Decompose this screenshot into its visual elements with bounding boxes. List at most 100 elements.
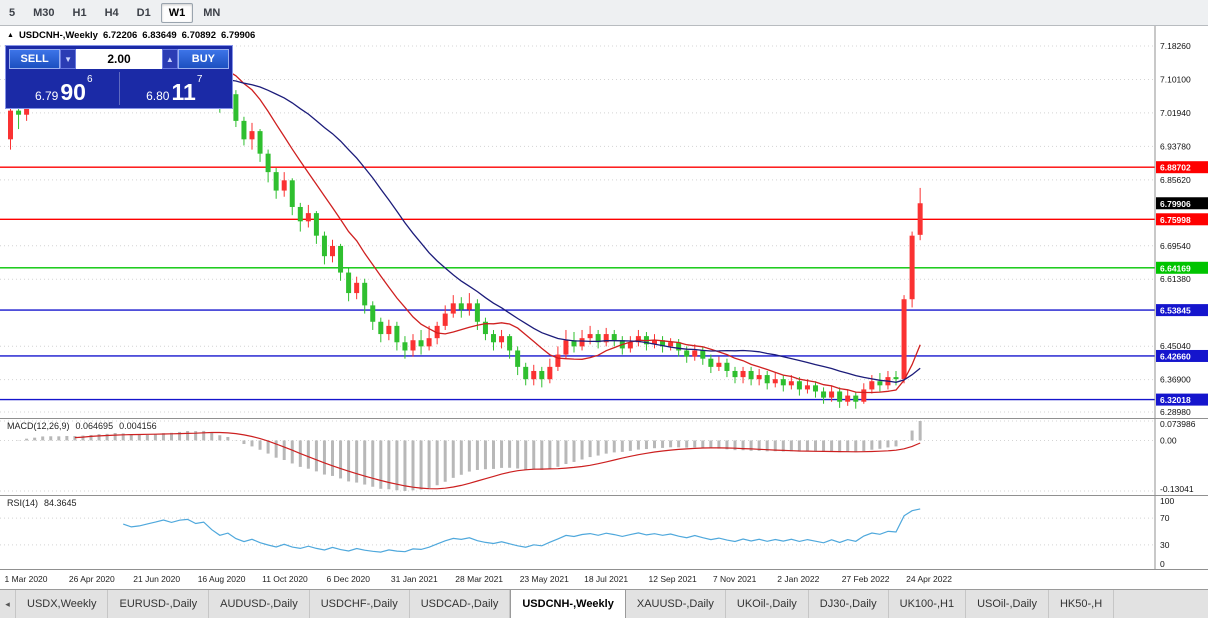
timeframe-toolbar: 5 M30 H1 H4 D1 W1 MN bbox=[0, 0, 1208, 26]
x-axis-label: 1 Mar 2020 bbox=[4, 574, 48, 584]
x-axis-label: 26 Apr 2020 bbox=[68, 574, 115, 584]
sell-price[interactable]: 6.79 90 6 bbox=[9, 72, 119, 105]
buy-price[interactable]: 6.80 11 7 bbox=[118, 72, 230, 105]
x-axis-label: 11 Oct 2020 bbox=[262, 574, 308, 584]
chart-tab-eurusd-daily[interactable]: EURUSD-,Daily bbox=[108, 590, 210, 618]
buy-price-pips: 11 bbox=[171, 79, 196, 105]
chart-tab-usdcnh-weekly[interactable]: USDCNH-,Weekly bbox=[510, 590, 626, 618]
chart-tab-usdchf-daily[interactable]: USDCHF-,Daily bbox=[309, 590, 410, 618]
chart-tab-audusd-daily[interactable]: AUDUSD-,Daily bbox=[209, 590, 310, 618]
svg-text:6.61380: 6.61380 bbox=[1160, 274, 1191, 284]
svg-text:6.45040: 6.45040 bbox=[1160, 341, 1191, 351]
chart-tab-xauusd-daily[interactable]: XAUUSD-,Daily bbox=[625, 590, 726, 618]
svg-text:30: 30 bbox=[1160, 540, 1170, 550]
buy-price-point: 7 bbox=[196, 74, 203, 85]
chart-tab-usdx-weekly[interactable]: USDX,Weekly bbox=[16, 590, 109, 618]
macd-label: MACD(12,26,9) 0.064695 0.004156 bbox=[7, 421, 157, 431]
macd-signal-value: 0.004156 bbox=[119, 421, 157, 431]
ohlc-high: 6.83649 bbox=[142, 30, 177, 41]
time-axis[interactable]: 1 Mar 2020 26 Apr 2020 21 Jun 2020 16 Aug 2… bbox=[0, 569, 1208, 589]
svg-text:6.28980: 6.28980 bbox=[1160, 407, 1191, 417]
chart-title: ▲ USDCNH-,Weekly 6.72206 6.83649 6.70892… bbox=[7, 30, 255, 41]
price-tag: 6.75998 bbox=[1156, 213, 1208, 226]
price-tag: 6.53845 bbox=[1156, 304, 1208, 317]
svg-text:6.69540: 6.69540 bbox=[1160, 241, 1191, 251]
svg-text:6.32018: 6.32018 bbox=[1160, 395, 1191, 405]
chart-tab-usoil-daily[interactable]: USOil-,Daily bbox=[966, 590, 1049, 618]
price-tag: 6.88702 bbox=[1156, 161, 1208, 174]
price-tag: 6.64169 bbox=[1156, 261, 1208, 274]
moving-average-25 bbox=[203, 78, 921, 383]
rsi-panel[interactable]: 100 70 30 0 bbox=[0, 495, 1208, 569]
timeframe-d1[interactable]: D1 bbox=[129, 3, 159, 23]
chart-tab-dj30-daily[interactable]: DJ30-,Daily bbox=[808, 590, 889, 618]
price-tag: 6.79906 bbox=[1156, 197, 1208, 210]
chart-tab-ukoil-daily[interactable]: UKOil-,Daily bbox=[725, 590, 809, 618]
x-axis-label: 28 Mar 2021 bbox=[455, 574, 504, 584]
chart-tab-usdcad-daily[interactable]: USDCAD-,Daily bbox=[409, 590, 511, 618]
chart-tab-hk50-h[interactable]: HK50-,H bbox=[1048, 590, 1115, 618]
svg-text:6.75998: 6.75998 bbox=[1160, 215, 1191, 225]
timeframe-mn[interactable]: MN bbox=[195, 3, 228, 23]
svg-text:0.00: 0.00 bbox=[1160, 435, 1177, 445]
volume-input[interactable] bbox=[76, 49, 162, 69]
price-tag: 6.32018 bbox=[1156, 393, 1208, 406]
svg-text:6.79906: 6.79906 bbox=[1160, 199, 1191, 209]
chart-window: 7.18260 7.10100 7.01940 6.93780 6.85620 6.695… bbox=[0, 26, 1208, 589]
sell-button[interactable]: SELL bbox=[9, 49, 61, 69]
svg-text:100: 100 bbox=[1160, 496, 1174, 506]
x-axis-label: 7 Nov 2021 bbox=[712, 574, 757, 584]
x-axis-label: 27 Feb 2022 bbox=[841, 574, 890, 584]
ohlc-open: 6.72206 bbox=[102, 30, 138, 41]
timeframe-w1[interactable]: W1 bbox=[160, 2, 194, 23]
x-axis-label: 18 Jul 2021 bbox=[584, 574, 629, 584]
macd-signal-line bbox=[74, 431, 921, 490]
timeframe-5[interactable]: 5 bbox=[1, 3, 23, 23]
one-click-trading-panel: SELL ▼ ▲ BUY 6.79 90 6 6.80 11 7 bbox=[5, 45, 233, 109]
macd-value: 0.064695 bbox=[75, 421, 114, 431]
tabs-scroll-left-icon[interactable]: ◂ bbox=[0, 590, 16, 618]
rsi-value: 84.3645 bbox=[44, 498, 77, 508]
svg-text:6.64169: 6.64169 bbox=[1160, 263, 1191, 273]
rsi-name: RSI(14) bbox=[7, 498, 39, 508]
x-axis-label: 23 May 2021 bbox=[519, 574, 569, 584]
svg-text:0.073986: 0.073986 bbox=[1160, 419, 1196, 429]
macd-name: MACD(12,26,9) bbox=[7, 421, 70, 431]
svg-text:0: 0 bbox=[1160, 559, 1165, 569]
svg-text:7.10100: 7.10100 bbox=[1160, 74, 1191, 84]
chart-tab-uk100-h1[interactable]: UK100-,H1 bbox=[888, 590, 967, 618]
svg-text:6.53845: 6.53845 bbox=[1160, 306, 1191, 316]
price-chart[interactable]: 7.18260 7.10100 7.01940 6.93780 6.85620 6.695… bbox=[0, 26, 1208, 418]
macd-panel[interactable]: 0.073986 0.00 -0.13041 bbox=[0, 418, 1208, 495]
svg-text:70: 70 bbox=[1160, 513, 1170, 523]
svg-text:6.88702: 6.88702 bbox=[1160, 163, 1191, 173]
timeframe-h1[interactable]: H1 bbox=[65, 3, 95, 23]
x-axis-label: 21 Jun 2020 bbox=[133, 574, 181, 584]
timeframe-m30[interactable]: M30 bbox=[25, 3, 62, 23]
horizontal-level-lines[interactable] bbox=[0, 166, 1155, 401]
svg-text:6.36900: 6.36900 bbox=[1160, 375, 1191, 385]
volume-increase-button[interactable]: ▲ bbox=[162, 49, 178, 69]
svg-text:-0.13041: -0.13041 bbox=[1160, 484, 1194, 494]
svg-text:6.42660: 6.42660 bbox=[1160, 351, 1191, 361]
timeframe-h4[interactable]: H4 bbox=[97, 3, 127, 23]
buy-button[interactable]: BUY bbox=[177, 49, 229, 69]
chart-symbol-label: USDCNH-,Weekly bbox=[18, 30, 98, 41]
macd-histogram bbox=[17, 421, 922, 491]
buy-price-handle: 6.80 bbox=[146, 89, 170, 103]
x-axis-label: 31 Jan 2021 bbox=[390, 574, 438, 584]
ohlc-close: 6.79906 bbox=[220, 30, 256, 41]
rsi-label: RSI(14) 84.3645 bbox=[7, 498, 77, 508]
rsi-line bbox=[123, 508, 921, 553]
x-axis-label: 16 Aug 2020 bbox=[197, 574, 246, 584]
svg-text:7.18260: 7.18260 bbox=[1160, 41, 1191, 51]
svg-text:7.01940: 7.01940 bbox=[1160, 108, 1191, 118]
x-axis-label: 6 Dec 2020 bbox=[326, 574, 370, 584]
sell-price-pips: 90 bbox=[60, 79, 86, 105]
volume-decrease-button[interactable]: ▼ bbox=[60, 49, 76, 69]
svg-text:6.93780: 6.93780 bbox=[1160, 141, 1191, 151]
x-axis-label: 2 Jan 2022 bbox=[777, 574, 820, 584]
x-axis-label: 24 Apr 2022 bbox=[906, 574, 952, 584]
sell-price-point: 6 bbox=[86, 74, 93, 85]
sell-price-handle: 6.79 bbox=[34, 89, 59, 103]
